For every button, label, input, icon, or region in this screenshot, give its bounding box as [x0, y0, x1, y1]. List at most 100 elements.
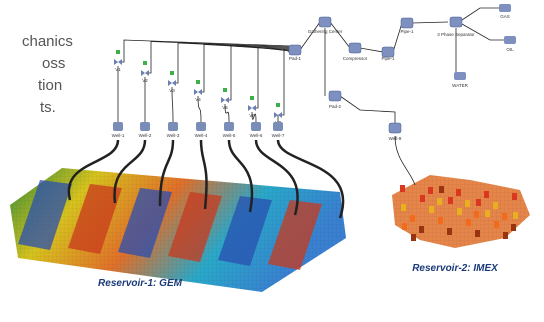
pad-label: Pad-2: [329, 104, 342, 109]
valve: [168, 80, 176, 86]
valve-tag: [250, 96, 254, 100]
valve: [248, 105, 256, 111]
separator-label: 3 Phase Separator: [437, 32, 475, 37]
grid-block: [456, 189, 461, 196]
grid-block: [447, 228, 452, 235]
valve: [114, 59, 122, 65]
grid-block: [402, 223, 407, 230]
output-tank: [504, 36, 516, 44]
reservoir-label: Reservoir-1: GEM: [98, 278, 183, 289]
intro-text: ts.: [40, 99, 56, 116]
valve-tag: [143, 61, 147, 65]
pipe-node-label: Pipe-1: [381, 56, 395, 61]
pad-label: Pad-1: [289, 56, 302, 61]
pipe: [412, 22, 448, 23]
grid-block: [476, 199, 481, 206]
pipe-node-label: Pipe-1: [400, 29, 414, 34]
valve-tag: [223, 88, 227, 92]
grid-block: [494, 221, 499, 228]
well-label: Well-1: [112, 133, 125, 138]
grid-block: [466, 219, 471, 226]
grid-block: [410, 215, 415, 222]
valve: [221, 97, 229, 103]
pipe-node: [401, 18, 413, 28]
valve-label: V4: [195, 97, 201, 102]
pipe: [202, 45, 290, 93]
pad: [329, 91, 341, 101]
grid-block: [428, 187, 433, 194]
valve: [141, 70, 149, 76]
grid-block: [465, 200, 470, 207]
grid-block: [448, 197, 453, 204]
grid-block: [400, 185, 405, 192]
intro-text: tion: [38, 77, 62, 94]
pipe: [360, 48, 383, 52]
body: chanicsosstionts.V1Well-1V2Well-2V3Well-…: [0, 0, 544, 322]
grid-block: [485, 210, 490, 217]
pipe: [393, 23, 402, 52]
grid-block: [457, 208, 462, 215]
intro-text: chanics: [22, 33, 73, 50]
valve-label: V3: [169, 88, 175, 93]
well-label: Well-3: [167, 133, 180, 138]
pipe: [229, 46, 290, 100]
wellhead-label: Well-8: [389, 136, 402, 141]
output-label: OIL: [506, 47, 514, 52]
compressor-label: Compressor: [343, 56, 368, 61]
grid-block: [503, 232, 508, 239]
wellhead: [389, 123, 401, 133]
output-label: GAS: [500, 14, 510, 19]
well-label: Well-6: [250, 133, 263, 138]
well-label: Well-2: [139, 133, 152, 138]
gathering-center-label: Gathering Center: [308, 29, 343, 34]
valve: [194, 89, 202, 95]
grid-block: [419, 226, 424, 233]
grid-block: [439, 186, 444, 193]
page: {"intro_fragments": ["chanics", "oss", "…: [0, 0, 544, 322]
valve-label: V5: [222, 105, 228, 110]
grid-block: [474, 211, 479, 218]
valve-tag: [116, 50, 120, 54]
grid-block: [475, 230, 480, 237]
pad: [289, 45, 301, 55]
grid-block: [502, 213, 507, 220]
pipe: [330, 22, 350, 48]
wellhead: [113, 122, 123, 131]
grid-block: [438, 217, 443, 224]
valve-label: V6: [249, 113, 255, 118]
grid-block: [512, 193, 517, 200]
output-tank: [499, 4, 511, 12]
pipe: [300, 22, 320, 50]
reservoir-label: Reservoir-2: IMEX: [412, 263, 499, 274]
separator: [450, 17, 462, 27]
output-tank: [454, 72, 466, 80]
pipe: [395, 136, 415, 185]
wellhead: [196, 122, 206, 131]
pipe: [340, 96, 395, 124]
well-label: Well-4: [195, 133, 208, 138]
grid-block: [513, 212, 518, 219]
intro-text: oss: [42, 55, 65, 72]
wellhead: [251, 122, 261, 131]
gathering-center: [319, 17, 331, 27]
grid-block: [493, 202, 498, 209]
well-label: Well-7: [272, 133, 285, 138]
wellhead: [168, 122, 178, 131]
pipe: [256, 48, 290, 109]
well-label: Well-5: [223, 133, 236, 138]
grid-block: [411, 234, 416, 241]
grid-block: [420, 195, 425, 202]
output-label: WATER: [452, 83, 468, 88]
valve-tag: [170, 71, 174, 75]
valve-tag: [196, 80, 200, 84]
wellhead: [273, 122, 283, 131]
grid-block: [511, 224, 516, 231]
pipe: [149, 42, 290, 74]
pipe: [462, 8, 500, 20]
diagram: chanicsosstionts.V1Well-1V2Well-2V3Well-…: [0, 0, 544, 322]
grid-block: [429, 206, 434, 213]
wellhead: [224, 122, 234, 131]
compressor: [349, 43, 361, 53]
grid-block: [401, 204, 406, 211]
valve-label: V1: [115, 67, 121, 72]
